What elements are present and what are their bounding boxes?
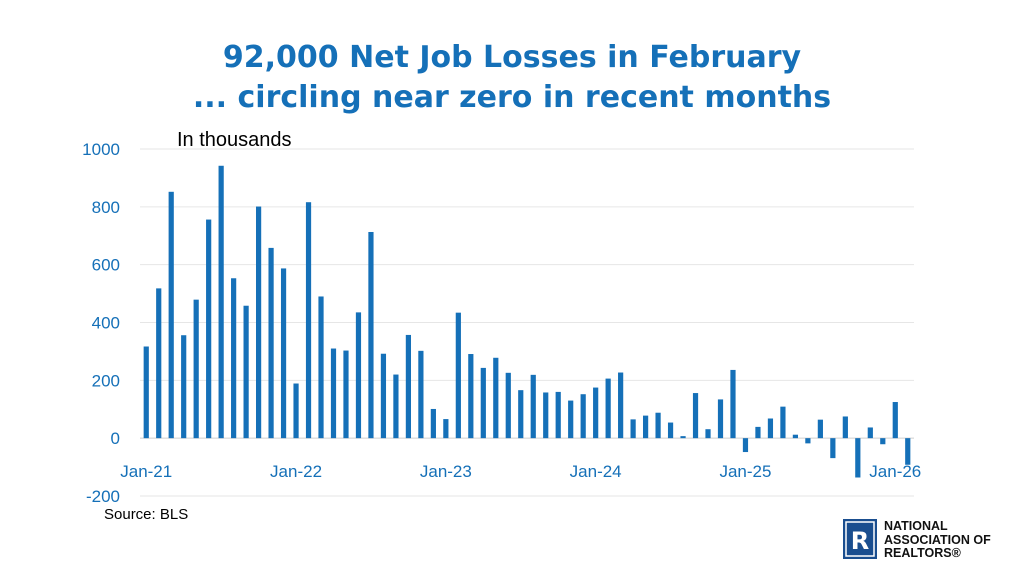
bar [630, 419, 636, 439]
bar [580, 394, 586, 439]
x-axis-ticks: Jan-21 Jan-22 Jan-23 Jan-24 Jan-25 Jan-26 [120, 462, 921, 481]
bar [218, 165, 224, 439]
bars [143, 165, 911, 478]
bar [293, 383, 299, 439]
chart-title-line-2: ... circling near zero in recent months [192, 80, 832, 115]
bar [905, 438, 911, 465]
bar [667, 422, 674, 439]
bar [530, 374, 536, 439]
bar [143, 346, 149, 439]
bar [642, 415, 649, 439]
y-tick-label: 600 [92, 256, 120, 275]
y-axis-ticks: 1000 800 600 400 200 0 -200 [82, 140, 120, 506]
bar [730, 369, 736, 439]
bar [493, 357, 499, 439]
source-note: Source: BLS [104, 506, 189, 523]
bar [880, 438, 886, 445]
logo-line-1: NATIONAL [884, 519, 948, 533]
y-tick-label: 1000 [82, 140, 120, 159]
bar [318, 296, 324, 439]
y-tick-label: -200 [86, 487, 120, 506]
bar [755, 426, 761, 439]
bar [593, 387, 599, 439]
bar [855, 438, 861, 478]
bar [655, 412, 661, 439]
bar [767, 418, 774, 439]
bar [830, 438, 836, 459]
bar [268, 247, 274, 439]
bar [355, 312, 362, 439]
bar [505, 372, 511, 439]
bar [231, 278, 237, 439]
bar [518, 390, 524, 439]
bar [418, 350, 424, 439]
bar [555, 391, 561, 439]
bar [156, 288, 162, 439]
svg-text:R: R [851, 527, 869, 555]
bar [255, 206, 262, 439]
bar [892, 402, 898, 439]
nar-logo: R NATIONAL ASSOCIATION OF REALTORS® [843, 519, 1023, 561]
x-tick-label: Jan-21 [120, 462, 172, 481]
bar [543, 392, 549, 439]
x-tick-label: Jan-26 [869, 462, 921, 481]
bar [193, 299, 199, 439]
bar [343, 350, 349, 439]
bar [805, 438, 811, 444]
logo-line-3: REALTORS® [884, 546, 961, 560]
bar [842, 416, 848, 439]
bar [368, 231, 374, 439]
bar [692, 393, 699, 439]
x-tick-label: Jan-23 [420, 462, 472, 481]
bar [330, 348, 337, 439]
y-tick-label: 800 [92, 198, 120, 217]
y-tick-label: 200 [92, 371, 120, 390]
logo-line-2: ASSOCIATION OF [884, 532, 991, 547]
bar [867, 427, 873, 439]
bar [455, 312, 461, 439]
bar [817, 419, 823, 439]
x-tick-label: Jan-24 [570, 462, 622, 481]
bar [792, 434, 799, 439]
bar [206, 219, 212, 439]
y-tick-label: 400 [92, 314, 120, 333]
chart-title-line-1: 92,000 Net Job Losses in February [222, 40, 802, 75]
bar [605, 378, 611, 439]
bar [618, 372, 624, 439]
bar [780, 406, 786, 439]
bar [181, 335, 187, 439]
bar [742, 438, 749, 453]
bar [568, 400, 574, 439]
bar [380, 353, 387, 439]
bar [680, 436, 686, 439]
bar [243, 305, 249, 439]
bar [168, 191, 174, 439]
bar [393, 374, 399, 439]
bar [305, 202, 312, 439]
y-tick-label: 0 [111, 429, 120, 448]
bar [280, 268, 287, 439]
bar [717, 399, 724, 439]
bar [468, 354, 474, 439]
bar [443, 419, 449, 439]
bar [430, 408, 436, 439]
units-annotation: In thousands [177, 129, 292, 151]
bar [480, 367, 486, 439]
bar [405, 334, 412, 439]
bar [705, 429, 711, 439]
realtor-r-logo-icon: R [843, 519, 877, 559]
x-tick-label: Jan-22 [270, 462, 322, 481]
x-tick-label: Jan-25 [719, 462, 771, 481]
logo-text: NATIONAL ASSOCIATION OF REALTORS® [884, 519, 991, 561]
